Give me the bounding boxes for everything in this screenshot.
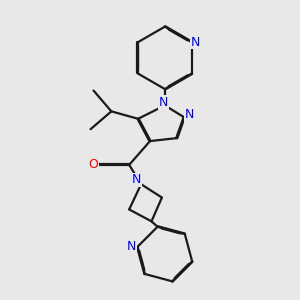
Text: N: N <box>132 173 141 186</box>
Text: O: O <box>88 158 98 171</box>
Text: N: N <box>159 96 168 109</box>
Text: N: N <box>185 108 194 122</box>
Text: N: N <box>191 36 200 49</box>
Text: N: N <box>127 240 136 253</box>
